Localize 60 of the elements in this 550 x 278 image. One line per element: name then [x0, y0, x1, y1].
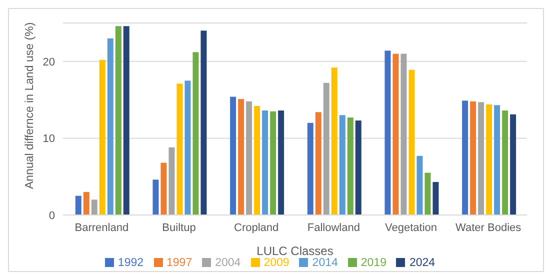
- bar: [200, 30, 207, 215]
- legend-label: 1997: [166, 257, 192, 269]
- bar: [400, 54, 407, 215]
- x-tick-label: Barrenland: [74, 222, 129, 234]
- bar: [123, 26, 130, 215]
- bar: [270, 111, 276, 215]
- bar: [184, 80, 191, 215]
- legend-label: 2019: [360, 257, 386, 269]
- bar: [152, 180, 159, 215]
- bar: [75, 196, 82, 215]
- bar: [278, 110, 284, 215]
- bar: [160, 162, 167, 215]
- bar: [192, 52, 199, 215]
- x-tick-label: Builtup: [162, 222, 196, 234]
- legend-label: 2004: [215, 257, 241, 269]
- bar: [392, 54, 399, 215]
- bar: [107, 38, 114, 215]
- legend-label: 1992: [118, 257, 144, 269]
- x-tick-label: Water Bodies: [456, 222, 522, 234]
- bar: [246, 101, 252, 215]
- legend-label: 2009: [264, 257, 290, 269]
- bar: [230, 96, 236, 215]
- legend-label: 2024: [409, 257, 436, 269]
- bar: [416, 156, 423, 215]
- bar: [470, 101, 476, 215]
- bar: [91, 200, 98, 215]
- bar: [168, 147, 175, 215]
- bar: [347, 117, 354, 215]
- bar: [323, 82, 330, 215]
- bar: [315, 112, 322, 215]
- bar: [238, 99, 244, 215]
- bar: [355, 120, 362, 215]
- y-tick-label: 0: [48, 210, 55, 222]
- bar: [424, 172, 431, 215]
- bar: [510, 114, 516, 215]
- x-tick-label: Vegetation: [385, 222, 437, 234]
- bar: [494, 105, 500, 215]
- bar: [502, 110, 508, 215]
- bar: [331, 68, 338, 215]
- bar: [262, 110, 268, 215]
- bar: [83, 192, 90, 215]
- bar: [384, 50, 391, 215]
- bar: [339, 115, 346, 215]
- bar: [99, 60, 106, 215]
- bar: [254, 106, 260, 215]
- bar: [462, 100, 468, 215]
- x-tick-label: Fallowland: [307, 222, 360, 234]
- bar: [408, 70, 415, 215]
- bar: [176, 84, 183, 215]
- y-tick-label: 10: [42, 133, 55, 146]
- x-tick-label: Cropland: [234, 222, 279, 234]
- y-axis-title: Annual differnce in Land use (%): [24, 22, 36, 189]
- y-tick-label: 20: [42, 56, 55, 68]
- bar: [115, 26, 122, 215]
- bar: [478, 102, 484, 215]
- bar: [486, 104, 492, 215]
- legend-label: 2014: [312, 257, 338, 269]
- bar: [307, 122, 314, 215]
- bar: [432, 182, 439, 215]
- x-axis-title: LULC Classes: [256, 244, 334, 258]
